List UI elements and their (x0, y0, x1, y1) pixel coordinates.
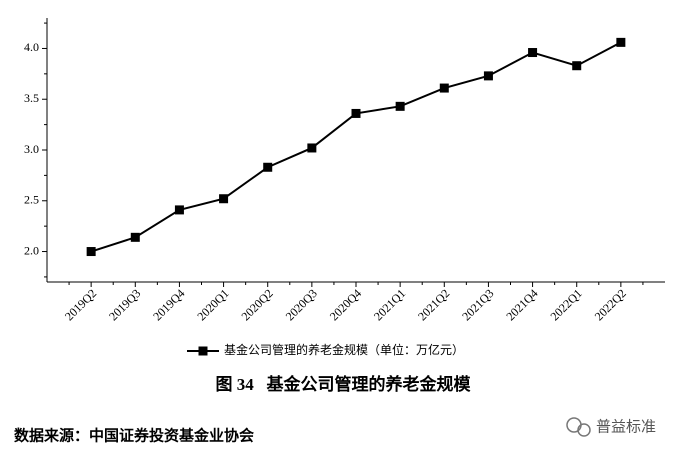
x-tick-label: 2020Q1 (194, 286, 231, 323)
legend-label: 基金公司管理的养老金规模（单位：万亿元） (224, 342, 464, 357)
x-tick-label: 2021Q4 (503, 286, 540, 323)
point (616, 37, 626, 47)
x-tick-label: 2019Q4 (150, 286, 187, 323)
x-tick-label: 2022Q2 (592, 286, 629, 323)
point (351, 108, 361, 118)
point (528, 48, 538, 58)
point (439, 83, 449, 93)
watermark-icon (566, 417, 591, 437)
y-tick-label: 2.5 (24, 193, 39, 207)
x-tick-label: 2022Q1 (548, 286, 585, 323)
y-tick-label: 3.0 (24, 142, 39, 156)
point (263, 162, 273, 172)
x-tick-label: 2021Q2 (415, 286, 452, 323)
x-tick-label: 2020Q3 (283, 286, 320, 323)
x-tick-label: 2021Q3 (459, 286, 496, 323)
y-tick-label: 2.0 (24, 243, 39, 257)
point (483, 71, 493, 81)
source: 数据来源：中国证券投资基金业协会 (14, 426, 254, 444)
watermark: 普益标准 (596, 418, 656, 436)
point (395, 101, 405, 111)
x-tick-label: 2019Q2 (62, 286, 99, 323)
y-tick-label: 4.0 (24, 40, 39, 54)
y-tick-label: 3.5 (24, 91, 39, 105)
x-tick-label: 2020Q2 (239, 286, 276, 323)
point (572, 61, 582, 71)
point (307, 143, 317, 153)
point (130, 232, 140, 242)
x-tick-label: 2021Q1 (371, 286, 408, 323)
legend-marker (198, 346, 208, 356)
x-tick-label: 2020Q4 (327, 286, 364, 323)
line (90, 41, 622, 253)
point (86, 247, 96, 257)
point (219, 194, 229, 204)
point (174, 205, 184, 215)
x-tick-label: 2019Q3 (106, 286, 143, 323)
caption: 图 34 基金公司管理的养老金规模 (216, 374, 472, 394)
